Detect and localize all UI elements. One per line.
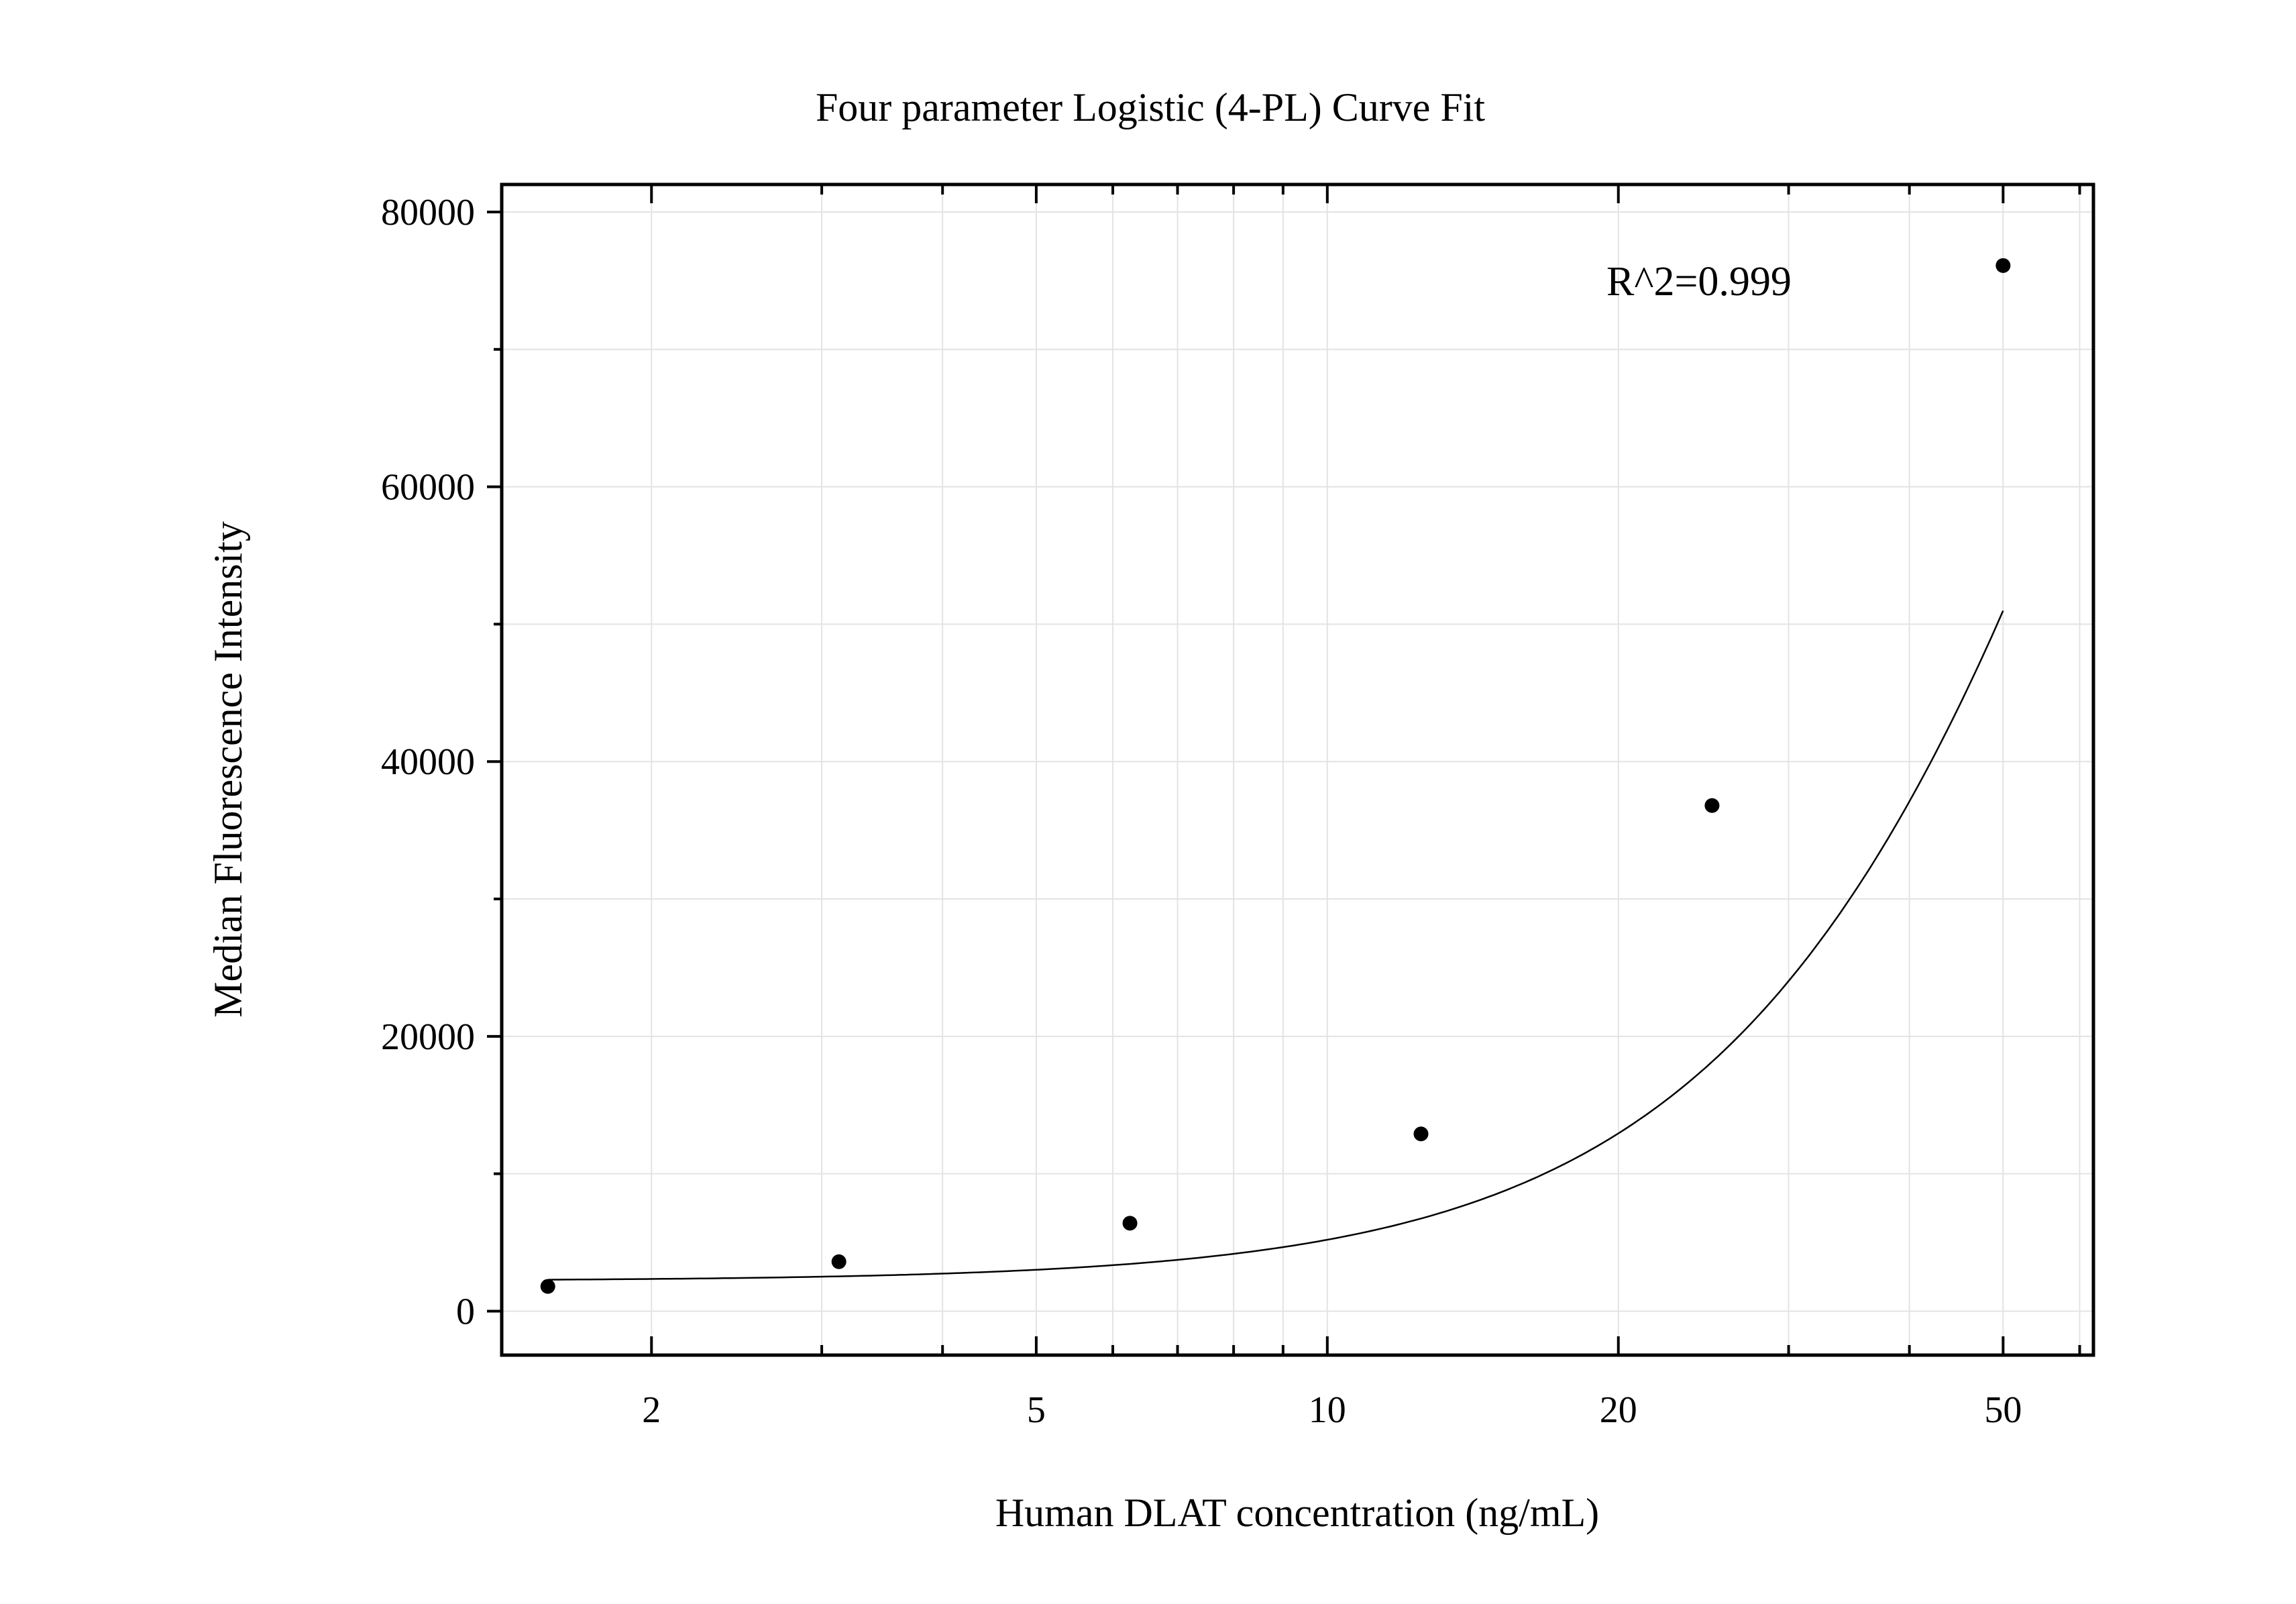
data-point bbox=[1704, 798, 1720, 813]
chart-title: Four parameter Logistic (4-PL) Curve Fit bbox=[816, 85, 1485, 129]
fit-curve-layer bbox=[547, 610, 2004, 1281]
fit-curve bbox=[547, 610, 2004, 1281]
data-points bbox=[540, 258, 2011, 1294]
data-point bbox=[1122, 1216, 1138, 1231]
x-tick-label: 20 bbox=[1600, 1389, 1637, 1431]
y-axis-label: Median Fluorescence Intensity bbox=[206, 521, 250, 1018]
y-tick-label: 40000 bbox=[381, 741, 475, 783]
y-tick-labels: 0 20000 40000 60000 80000 bbox=[381, 192, 475, 1332]
x-axis-label: Human DLAT concentration (ng/mL) bbox=[995, 1491, 1599, 1535]
y-tick-label: 60000 bbox=[381, 467, 475, 509]
data-point bbox=[831, 1254, 846, 1269]
r-squared-annotation: R^2=0.999 bbox=[1606, 259, 1792, 305]
y-tick-label: 80000 bbox=[381, 192, 475, 233]
data-point bbox=[1996, 258, 2011, 273]
y-tick-label: 0 bbox=[456, 1291, 475, 1332]
axis-ticks bbox=[487, 184, 2081, 1355]
data-point bbox=[1413, 1126, 1429, 1142]
x-tick-label: 10 bbox=[1309, 1389, 1346, 1431]
grid bbox=[502, 184, 2093, 1355]
x-tick-labels: 2 5 10 20 50 bbox=[642, 1389, 2022, 1431]
x-tick-label: 50 bbox=[1984, 1389, 2022, 1431]
x-tick-label: 2 bbox=[642, 1389, 661, 1431]
x-tick-label: 5 bbox=[1027, 1389, 1046, 1431]
y-tick-label: 20000 bbox=[381, 1016, 475, 1058]
data-point bbox=[540, 1279, 555, 1294]
plot-frame bbox=[500, 182, 2095, 1357]
